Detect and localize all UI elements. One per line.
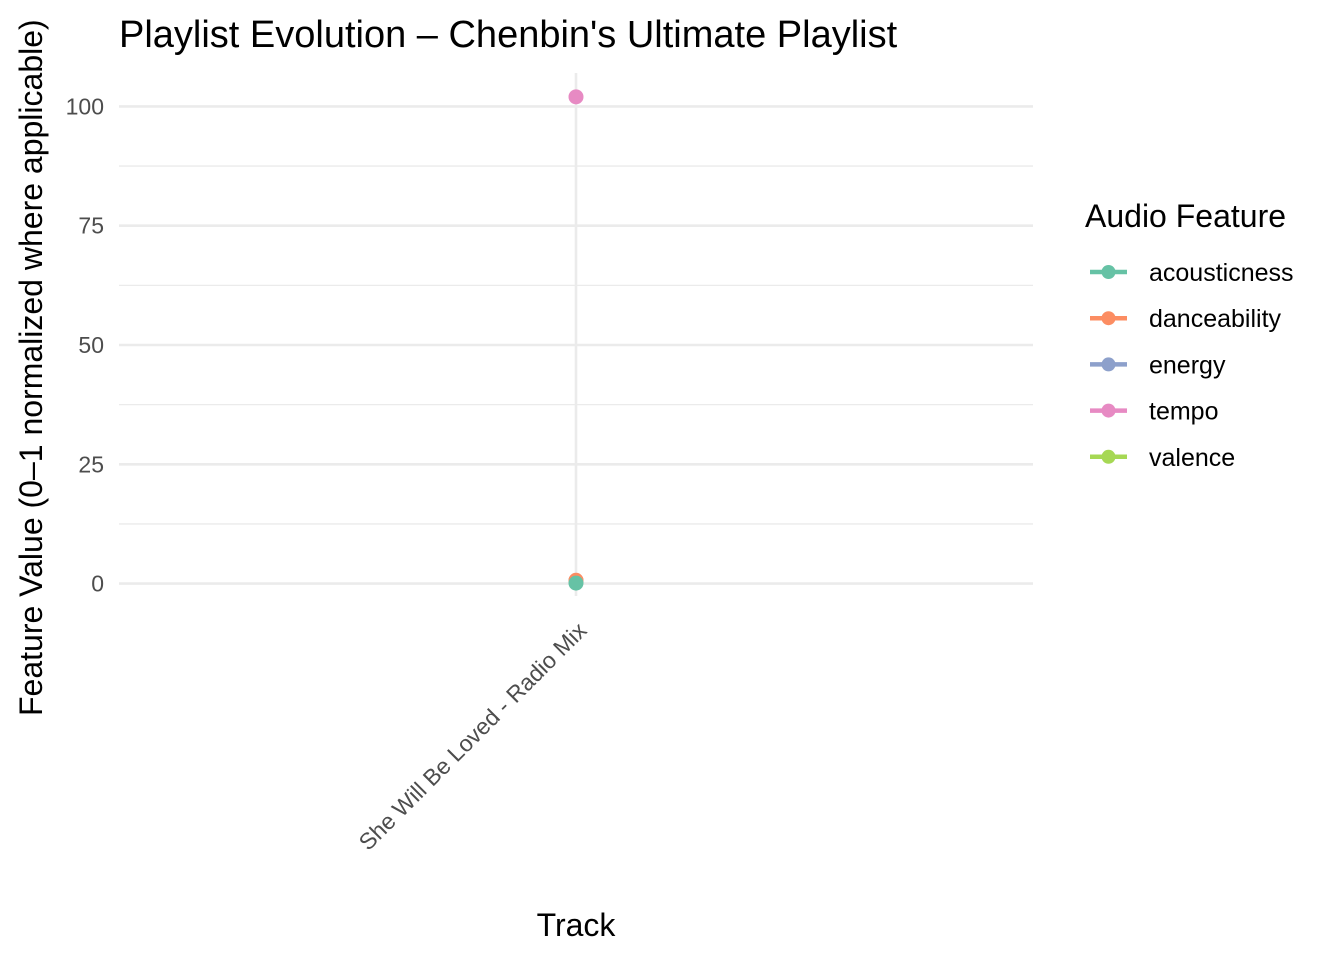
legend-title: Audio Feature <box>1085 198 1286 234</box>
legend-item-energy: energy <box>1090 351 1226 379</box>
plot-grid <box>119 73 1033 596</box>
x-tick-label: She Will Be Loved - Radio Mix <box>354 617 592 855</box>
legend-key-point <box>1101 311 1116 326</box>
y-tick-label: 50 <box>78 332 104 358</box>
legend: Audio Feature acousticness danceability en… <box>1085 198 1294 472</box>
point-tempo <box>568 89 584 105</box>
legend-label: tempo <box>1149 398 1218 426</box>
legend-label: danceability <box>1149 305 1282 333</box>
y-tick-label: 25 <box>78 451 104 477</box>
x-axis-title: Track <box>537 907 617 943</box>
legend-label: energy <box>1149 351 1226 379</box>
y-tick-label: 75 <box>78 213 104 239</box>
legend-label: valence <box>1149 444 1235 472</box>
legend-item-danceability: danceability <box>1090 305 1282 333</box>
chart-title: Playlist Evolution – Chenbin's Ultimate … <box>119 14 898 56</box>
legend-item-tempo: tempo <box>1090 398 1218 426</box>
legend-key-point <box>1101 265 1116 279</box>
legend-key-point <box>1101 449 1116 464</box>
data-points <box>568 89 584 591</box>
legend-label: acousticness <box>1149 259 1294 287</box>
legend-key-point <box>1101 403 1116 418</box>
legend-item-acousticness: acousticness <box>1090 259 1294 287</box>
legend-item-valence: valence <box>1090 444 1235 472</box>
y-tick-label: 0 <box>91 571 104 597</box>
y-tick-label: 100 <box>66 93 104 119</box>
point-acousticness <box>568 575 584 591</box>
legend-key-point <box>1101 357 1116 372</box>
x-tick-labels: She Will Be Loved - Radio Mix <box>354 617 592 855</box>
y-axis-title: Feature Value (0–1 normalized where appl… <box>13 19 49 716</box>
y-tick-labels: 0 25 50 75 100 <box>66 93 104 596</box>
